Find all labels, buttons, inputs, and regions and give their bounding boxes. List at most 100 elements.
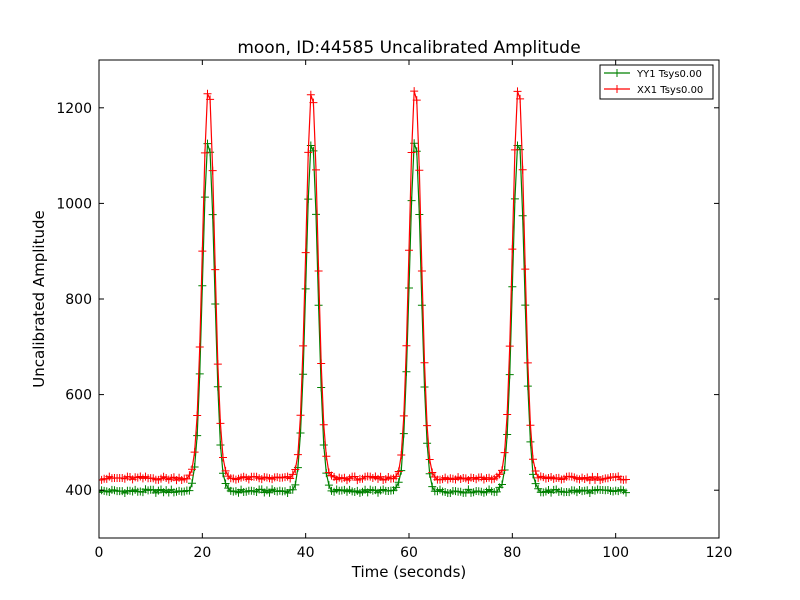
data-point-marker	[304, 148, 313, 157]
data-point-marker	[317, 359, 326, 368]
x-tick-label: 80	[503, 545, 521, 561]
data-point-marker	[312, 165, 320, 174]
data-point-marker	[531, 479, 540, 488]
data-point-marker	[394, 467, 403, 476]
data-point-marker	[531, 467, 540, 476]
data-point-marker	[394, 478, 403, 487]
data-point-marker	[428, 468, 437, 477]
data-point-marker	[324, 481, 333, 490]
data-point-marker	[405, 246, 413, 255]
data-point-marker	[200, 148, 209, 157]
data-point-marker	[219, 453, 227, 462]
data-point-marker	[428, 482, 437, 491]
data-point-marker	[195, 369, 204, 378]
data-point-marker	[420, 382, 429, 391]
data-point-marker	[523, 382, 532, 391]
legend-label: YY1 Tsys0.00	[636, 69, 702, 80]
data-point-marker	[417, 301, 426, 310]
data-point-marker	[420, 358, 429, 367]
data-point-marker	[423, 421, 432, 430]
data-point-marker	[319, 420, 328, 429]
legend-marker	[613, 85, 621, 93]
data-point-marker	[293, 450, 302, 459]
data-point-marker	[402, 341, 411, 350]
data-point-marker	[405, 284, 413, 293]
x-tick-label: 20	[193, 545, 211, 561]
data-point-marker	[523, 358, 532, 367]
data-point-marker	[216, 441, 225, 450]
data-point-marker	[508, 245, 517, 254]
data-point-marker	[526, 437, 535, 446]
data-point-marker	[185, 471, 194, 480]
data-point-marker	[518, 165, 527, 174]
data-point-marker	[288, 470, 297, 479]
data-point-marker	[500, 448, 509, 457]
data-point-marker	[185, 486, 194, 495]
data-point-marker	[510, 194, 519, 203]
data-point-marker	[529, 455, 537, 464]
data-point-marker	[518, 211, 527, 220]
series-1	[99, 87, 630, 485]
data-point-marker	[495, 470, 504, 479]
data-point-marker	[410, 87, 419, 96]
y-tick-label: 600	[65, 388, 92, 404]
data-point-marker	[319, 441, 328, 450]
data-point-marker	[213, 382, 222, 391]
x-tick-label: 100	[602, 545, 629, 561]
data-point-marker	[317, 383, 326, 392]
y-tick-label: 1200	[56, 101, 92, 117]
x-axis-label: Time (seconds)	[351, 563, 467, 581]
data-point-marker	[198, 247, 207, 256]
data-point-marker	[503, 430, 512, 439]
data-point-marker	[203, 89, 212, 98]
axis-ticks: 0 20 40 60 80 100 120 400 600 800 1000 1200	[56, 60, 732, 561]
data-point-marker	[306, 90, 315, 99]
series-0	[99, 139, 630, 498]
data-point-marker	[211, 265, 220, 274]
data-point-marker	[304, 195, 313, 204]
series-layer	[99, 87, 630, 498]
data-point-marker	[314, 266, 323, 275]
x-tick-label: 60	[400, 545, 418, 561]
x-tick-label: 120	[706, 545, 733, 561]
data-point-marker	[195, 343, 204, 352]
data-point-marker	[503, 410, 512, 419]
y-axis-label: Uncalibrated Amplitude	[30, 210, 48, 387]
data-point-marker	[213, 360, 222, 369]
data-point-marker	[417, 266, 426, 275]
data-point-marker	[505, 370, 514, 379]
legend-box	[599, 64, 714, 100]
data-point-marker	[296, 411, 305, 420]
data-point-marker	[309, 98, 318, 107]
data-point-marker	[402, 367, 411, 376]
data-point-marker	[301, 248, 310, 257]
data-point-marker	[392, 472, 401, 481]
data-point-marker	[407, 148, 416, 157]
legend-label: XX1 Tsys0.00	[637, 85, 703, 96]
chart-title: moon, ID:44585 Uncalibrated Amplitude	[237, 38, 580, 58]
y-tick-label: 1000	[56, 196, 92, 212]
data-point-marker	[399, 411, 408, 420]
data-point-marker	[516, 94, 525, 103]
data-point-marker	[299, 341, 308, 350]
data-point-marker	[498, 480, 506, 489]
data-point-marker	[415, 166, 424, 175]
data-point-marker	[193, 431, 202, 440]
data-point-marker	[392, 483, 401, 492]
data-point-marker	[211, 300, 220, 309]
data-point-marker	[407, 196, 416, 205]
data-point-marker	[198, 281, 207, 290]
data-point-marker	[508, 282, 517, 291]
legend: YY1 Tsys0.00 XX1 Tsys0.00	[599, 64, 714, 100]
data-point-marker	[221, 466, 230, 475]
data-point-marker	[513, 87, 522, 96]
data-point-marker	[412, 96, 421, 105]
data-point-marker	[190, 448, 199, 457]
legend-marker	[613, 69, 621, 77]
data-point-marker	[521, 301, 530, 310]
data-point-marker	[200, 193, 209, 202]
data-point-marker	[296, 428, 305, 437]
data-point-marker	[291, 480, 300, 489]
data-point-marker	[622, 475, 630, 484]
